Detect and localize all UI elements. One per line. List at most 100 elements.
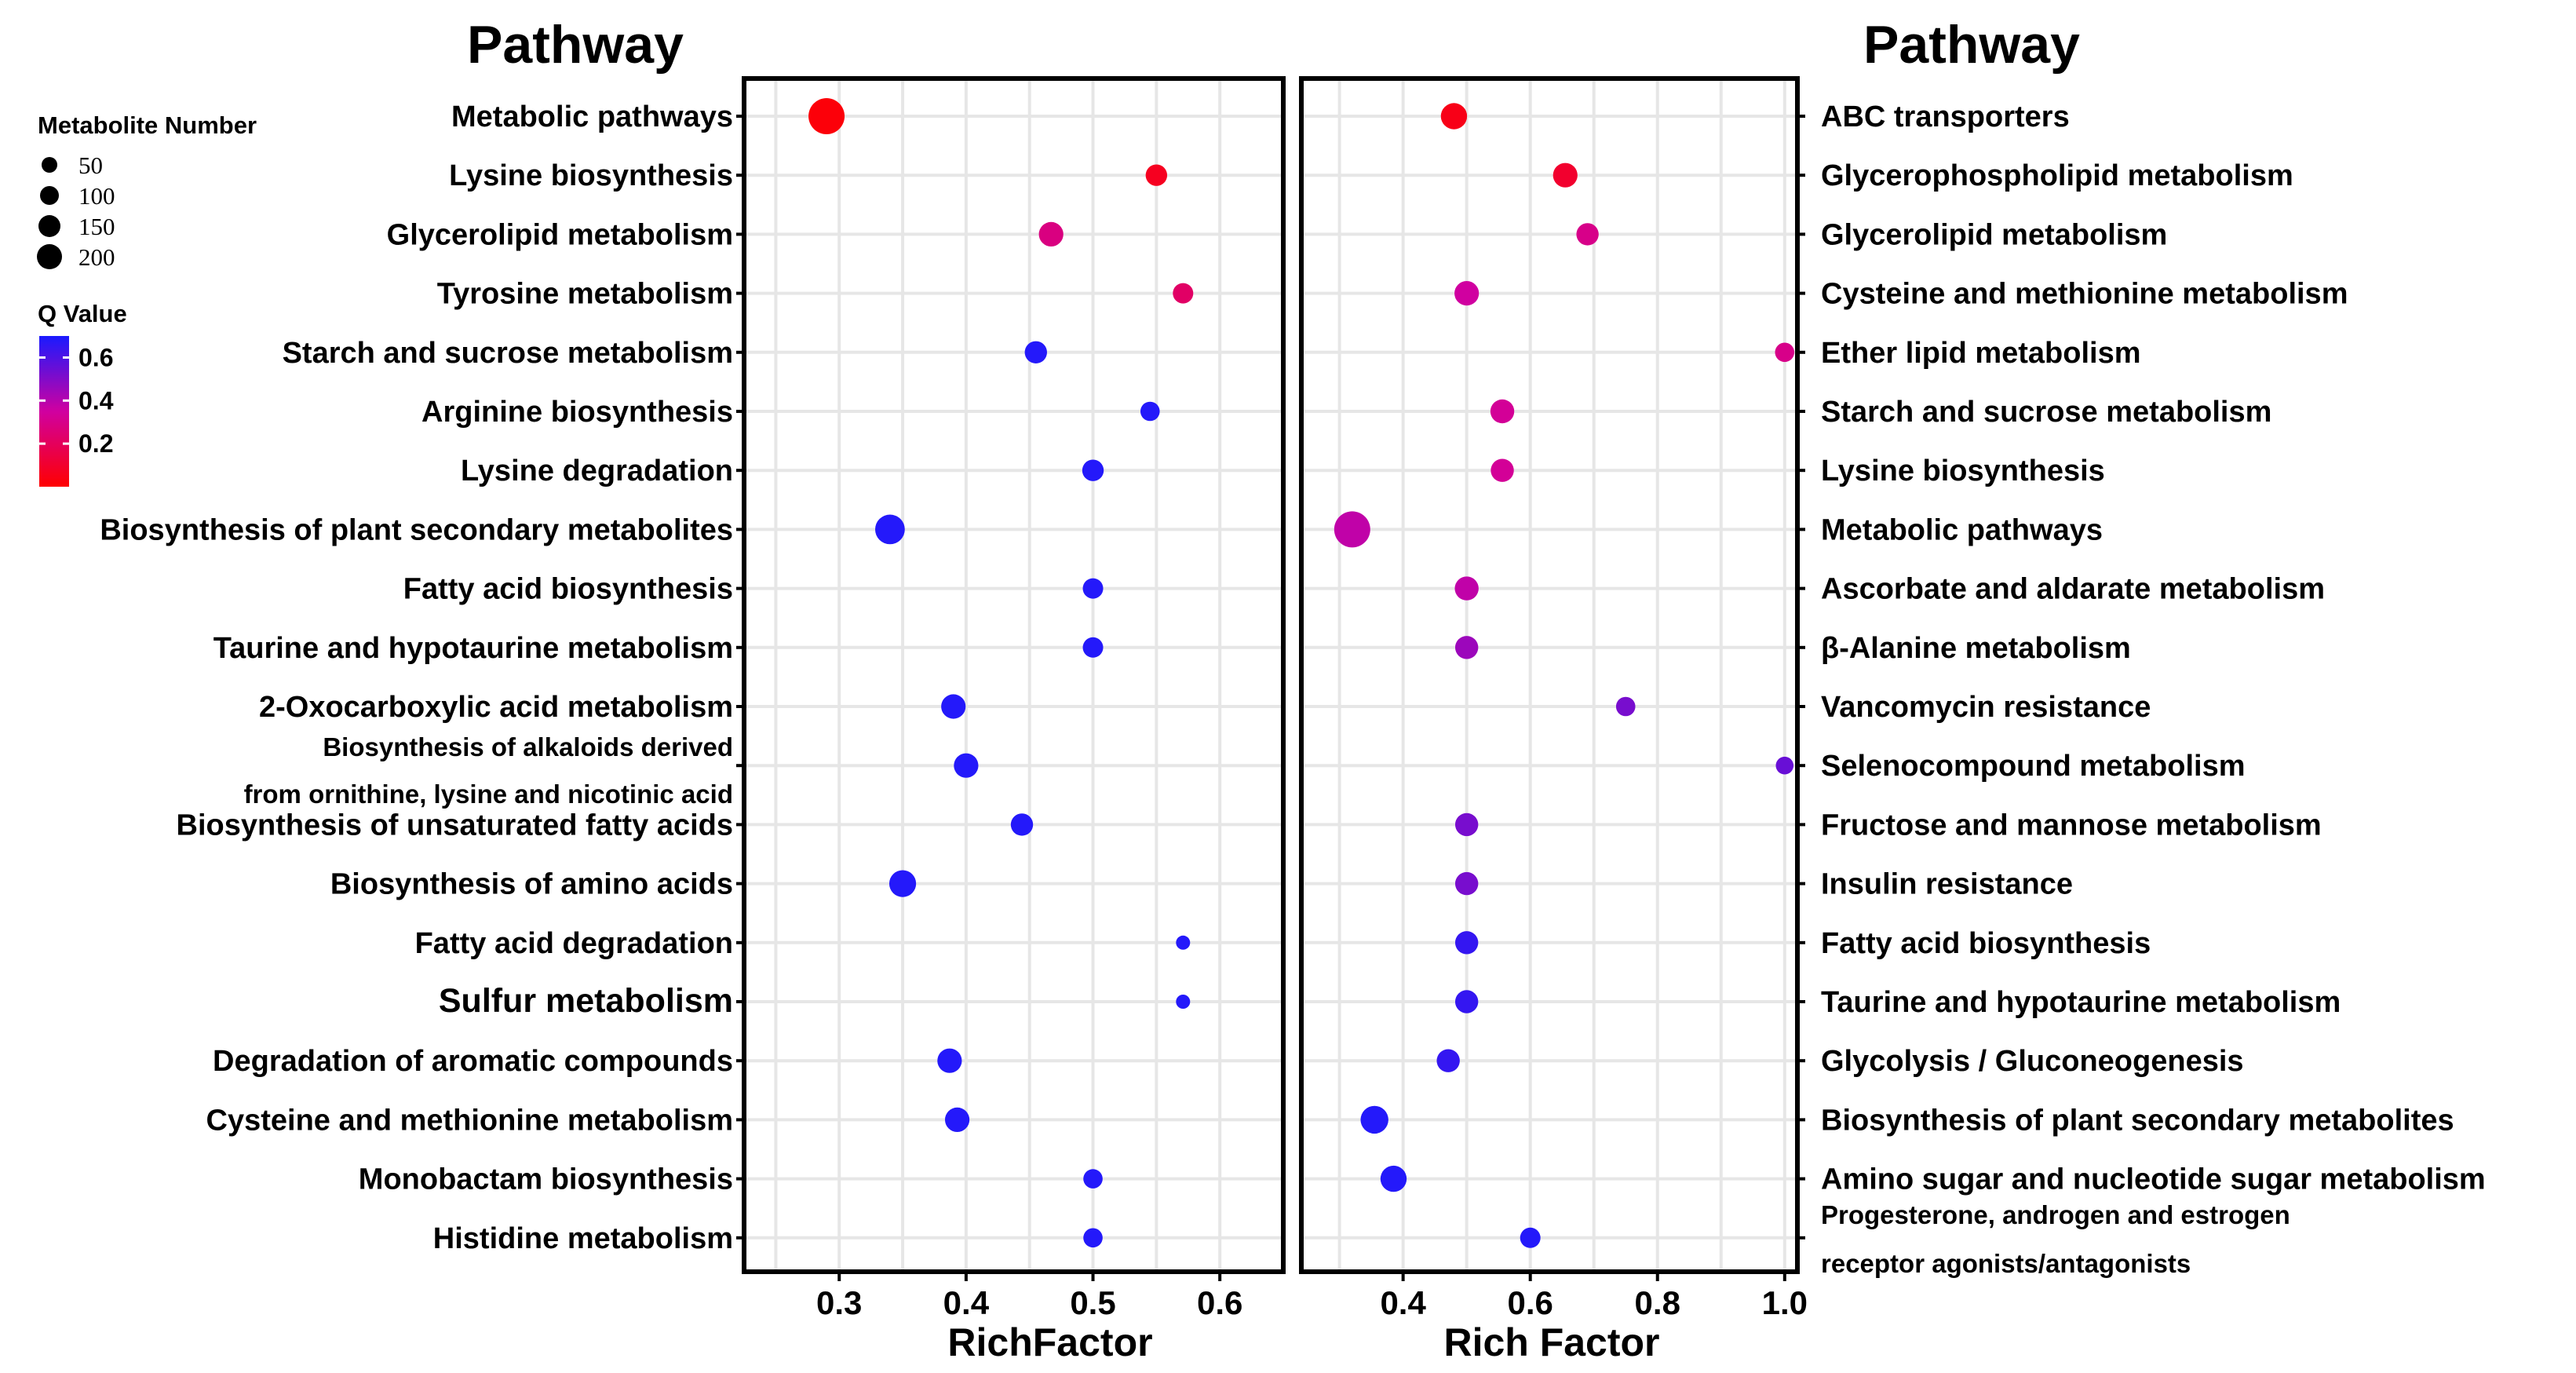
- left-pathway-label-lysine-degradation: Lysine degradation: [461, 455, 733, 487]
- left-pathway-label-degradation-of-aromatic-compounds: Degradation of aromatic compounds: [213, 1045, 733, 1078]
- right-x-axis-title: Rich Factor: [1443, 1320, 1659, 1364]
- color-legend: Q Value 0.6 0.4 0.2: [38, 300, 127, 487]
- left-x-tick-label: 0.4: [943, 1284, 990, 1321]
- left-chart-title: Pathway: [467, 15, 684, 75]
- left-x-tick-label: 0.6: [1197, 1284, 1242, 1321]
- size-legend-dot-100: [40, 186, 59, 205]
- right-pathway-label-selenocompound-metabolism: Selenocompound metabolism: [1821, 750, 2246, 783]
- right-point-biosynthesis-of-plant-secondary-metabolites: [1360, 1105, 1388, 1134]
- left-point-metabolic-pathways: [808, 98, 845, 134]
- left-point-starch-and-sucrose-metabolism: [1024, 341, 1047, 363]
- right-pathway-label-metabolic-pathways: Metabolic pathways: [1821, 513, 2103, 546]
- right-point-ether-lipid-metabolism: [1775, 342, 1795, 363]
- left-pathway-label-cysteine-and-methionine-metabolism: Cysteine and methionine metabolism: [206, 1104, 733, 1137]
- left-pathway-label-taurine-and-hypotaurine-metabolism: Taurine and hypotaurine metabolism: [213, 632, 733, 665]
- left-point-glycerolipid-metabolism: [1038, 221, 1064, 246]
- right-point-lysine-biosynthesis: [1491, 458, 1514, 482]
- right-point-taurine-and-hypotaurine-metabolism: [1454, 990, 1479, 1013]
- left-point-biosynthesis-of-amino-acids: [888, 870, 917, 897]
- color-legend-tick-label: 0.4: [78, 386, 114, 414]
- size-legend: Metabolite Number 50 100 150 200: [37, 111, 257, 271]
- right-pathway-label-ascorbate-and-aldarate-metabolism: Ascorbate and aldarate metabolism: [1821, 573, 2325, 606]
- left-chart-panel: 0.3 0.4 0.5 0.6 Metabolic pathways Lysine bio…: [100, 76, 1286, 1321]
- left-x-tick-label: 0.3: [816, 1284, 862, 1321]
- right-pathway-label-insulin-resistance: Insulin resistance: [1821, 868, 2073, 901]
- left-point-monobactam-biosynthesis: [1083, 1169, 1103, 1189]
- left-point-fatty-acid-degradation: [1176, 935, 1191, 950]
- left-pathway-label-sulfur-metabolism: Sulfur metabolism: [439, 982, 733, 1020]
- right-pathway-label-starch-and-sucrose-metabolism: Starch and sucrose metabolism: [1821, 396, 2271, 429]
- left-point-tyrosine-metabolism: [1173, 283, 1194, 304]
- right-point-starch-and-sucrose-metabolism: [1490, 399, 1515, 424]
- right-pathway-label-fructose-and-mannose-metabolism: Fructose and mannose metabolism: [1821, 809, 2322, 842]
- right-pathway-label-cysteine-and-methionine-metabolism: Cysteine and methionine metabolism: [1821, 278, 2348, 311]
- right-point-glycerophospholipid-metabolism: [1553, 162, 1578, 188]
- left-point-degradation-of-aromatic-compounds: [937, 1048, 962, 1073]
- left-point-cysteine-and-methionine-metabolism: [944, 1107, 970, 1132]
- right-pathway-label-fatty-acid-biosynthesis: Fatty acid biosynthesis: [1821, 927, 2151, 960]
- size-legend-label-200: 200: [78, 243, 115, 271]
- right-pathway-label-lysine-biosynthesis: Lysine biosynthesis: [1821, 455, 2105, 487]
- left-pathway-label-glycerolipid-metabolism: Glycerolipid metabolism: [387, 218, 733, 251]
- right-x-tick-label: 1.0: [1762, 1284, 1808, 1321]
- left-point-sulfur-metabolism: [1176, 995, 1191, 1009]
- size-legend-title: Metabolite Number: [38, 111, 257, 139]
- right-x-tick-label: 0.8: [1635, 1284, 1680, 1321]
- left-pathway-label-fatty-acid-degradation: Fatty acid degradation: [415, 927, 733, 960]
- left-pathway-label-lysine-biosynthesis: Lysine biosynthesis: [449, 159, 733, 192]
- right-point-abc-transporters: [1440, 103, 1468, 130]
- left-pathway-label-biosynthesis-of-unsaturated-fatty-acids: Biosynthesis of unsaturated fatty acids: [177, 809, 734, 842]
- size-legend-label-50: 50: [78, 152, 103, 179]
- right-pathway-label-amino-sugar-and-nucleotide-sugar-metabolism: Amino sugar and nucleotide sugar metabol…: [1821, 1163, 2486, 1196]
- left-x-tick-label: 0.5: [1070, 1284, 1115, 1321]
- right-pathway-label-glycolysis-gluconeogenesis: Glycolysis / Gluconeogenesis: [1821, 1045, 2244, 1078]
- right-point-fructose-and-mannose-metabolism: [1454, 812, 1479, 837]
- right-point-alanine-metabolism: [1454, 636, 1479, 659]
- right-pathway-label-glycerolipid-metabolism: Glycerolipid metabolism: [1821, 218, 2167, 251]
- right-pathway-label-abc-transporters: ABC transporters: [1821, 100, 2070, 133]
- size-legend-dot-50: [42, 157, 57, 173]
- left-pathway-label-biosynthesis-of-alkaloids-derived-from-ornithine-lysine-and-nicotinic-acid: Biosynthesis of alkaloids derived from or…: [244, 732, 733, 809]
- left-x-axis-title: RichFactor: [947, 1320, 1152, 1364]
- size-legend-label-100: 100: [78, 182, 115, 210]
- right-point-glycolysis-gluconeogenesis: [1436, 1049, 1460, 1072]
- left-point-histidine-metabolism: [1083, 1228, 1103, 1248]
- left-pathway-label-fatty-acid-biosynthesis: Fatty acid biosynthesis: [403, 573, 733, 606]
- left-pathway-label-2-oxocarboxylic-acid-metabolism: 2-Oxocarboxylic acid metabolism: [259, 691, 733, 724]
- right-point-glycerolipid-metabolism: [1576, 223, 1599, 246]
- color-legend-tick-label: 0.2: [78, 429, 113, 458]
- left-point-lysine-biosynthesis: [1145, 164, 1168, 186]
- right-pathway-label-alanine-metabolism: β-Alanine metabolism: [1821, 632, 2131, 665]
- right-plot-frame: [1299, 76, 1800, 1274]
- left-point-taurine-and-hypotaurine-metabolism: [1082, 637, 1104, 658]
- left-pathway-label-biosynthesis-of-amino-acids: Biosynthesis of amino acids: [330, 868, 733, 901]
- right-point-ascorbate-and-aldarate-metabolism: [1454, 576, 1479, 601]
- color-legend-title: Q Value: [38, 300, 127, 327]
- left-pathway-label-tyrosine-metabolism: Tyrosine metabolism: [437, 278, 733, 311]
- left-point-2-oxocarboxylic-acid-metabolism: [941, 694, 966, 719]
- right-point-selenocompound-metabolism: [1775, 756, 1794, 775]
- size-legend-label-150: 150: [78, 213, 115, 240]
- left-point-arginine-biosynthesis: [1140, 401, 1160, 422]
- color-legend-ticks: 0.6 0.4 0.2: [39, 343, 114, 458]
- right-x-tick-label: 0.4: [1380, 1284, 1426, 1321]
- right-pathway-label-biosynthesis-of-plant-secondary-metabolites: Biosynthesis of plant secondary metaboli…: [1821, 1104, 2454, 1137]
- right-chart-panel: 0.4 0.6 0.8 1.0 ABC transporters Glycerophosp…: [1299, 76, 2486, 1321]
- right-pathway-label-taurine-and-hypotaurine-metabolism: Taurine and hypotaurine metabolism: [1821, 986, 2341, 1019]
- left-pathway-label-starch-and-sucrose-metabolism: Starch and sucrose metabolism: [283, 337, 733, 370]
- right-point-amino-sugar-and-nucleotide-sugar-metabolism: [1380, 1165, 1407, 1192]
- left-plot-frame: [742, 76, 1286, 1274]
- left-point-biosynthesis-of-unsaturated-fatty-acids: [1010, 813, 1034, 836]
- left-pathway-label-metabolic-pathways: Metabolic pathways: [451, 100, 733, 133]
- right-point-progesterone-androgen-and-estrogen-receptor-agonists-antagonists: [1520, 1227, 1541, 1248]
- right-point-cysteine-and-methionine-metabolism: [1454, 281, 1480, 306]
- color-legend-tick-label: 0.6: [78, 343, 113, 371]
- right-point-fatty-acid-biosynthesis: [1454, 931, 1479, 955]
- right-pathway-label-vancomycin-resistance: Vancomycin resistance: [1821, 691, 2151, 724]
- color-legend-bar: [39, 336, 69, 487]
- size-legend-dot-150: [38, 215, 60, 237]
- right-pathway-label-ether-lipid-metabolism: Ether lipid metabolism: [1821, 337, 2141, 370]
- right-point-insulin-resistance: [1454, 871, 1479, 896]
- left-point-biosynthesis-of-plant-secondary-metabolites: [874, 514, 905, 545]
